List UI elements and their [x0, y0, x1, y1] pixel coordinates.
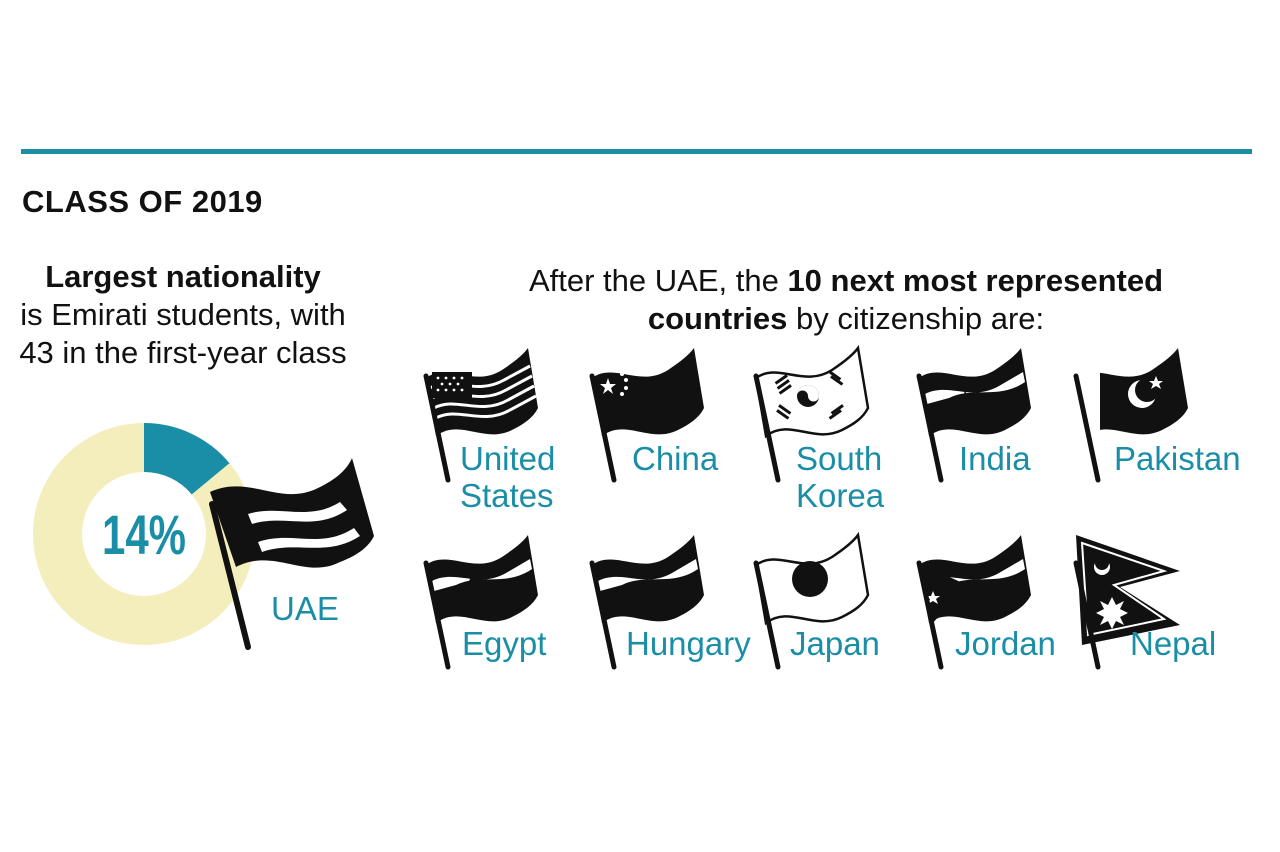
donut-center-label: 14%: [102, 503, 186, 566]
country-label: Hungary: [626, 625, 751, 662]
india-flag-icon: [916, 348, 1031, 483]
usa-flag-icon: [423, 348, 538, 483]
country-label: Nepal: [1130, 625, 1217, 662]
nepal-flag-icon: [1073, 535, 1180, 670]
intro-pre: After the UAE, the: [528, 263, 788, 298]
donut-slice-other: [33, 423, 255, 645]
intro-bold-2: countries: [647, 301, 788, 336]
south-korea-flag-icon: [753, 344, 870, 483]
intro-text: After the UAE, the 10 next most represen…: [440, 262, 1252, 338]
country-label: United States: [460, 440, 556, 514]
country-label: Jordan: [955, 625, 1056, 662]
top-divider: [21, 149, 1252, 154]
intro-bold-1: 10 next most represented: [787, 263, 1164, 298]
country-label: India: [959, 440, 1031, 477]
country-label: China: [632, 440, 719, 477]
largest-nationality-bold: Largest nationality: [45, 259, 321, 294]
pakistan-flag-icon: [1073, 348, 1188, 483]
largest-nationality-rest: is Emirati students, with 43 in the firs…: [19, 297, 347, 370]
page-title: CLASS OF 2019: [22, 184, 263, 219]
country-label: Japan: [790, 625, 880, 662]
hungary-flag-icon: [589, 535, 704, 670]
country-label: South Korea: [796, 440, 885, 514]
uae-flag-icon: [209, 458, 374, 650]
jordan-flag-icon: [916, 535, 1031, 670]
donut-slice-uae: [144, 423, 230, 495]
intro-post: by citizenship are:: [787, 301, 1045, 336]
largest-nationality-text: Largest nationality is Emirati students,…: [0, 258, 366, 372]
japan-flag-icon: [753, 531, 870, 670]
china-flag-icon: [589, 348, 704, 483]
country-label: Egypt: [462, 625, 547, 662]
country-label: Pakistan: [1114, 440, 1241, 477]
uae-donut-chart: 14%: [33, 423, 255, 645]
uae-label: UAE: [271, 590, 339, 627]
egypt-flag-icon: [423, 535, 538, 670]
